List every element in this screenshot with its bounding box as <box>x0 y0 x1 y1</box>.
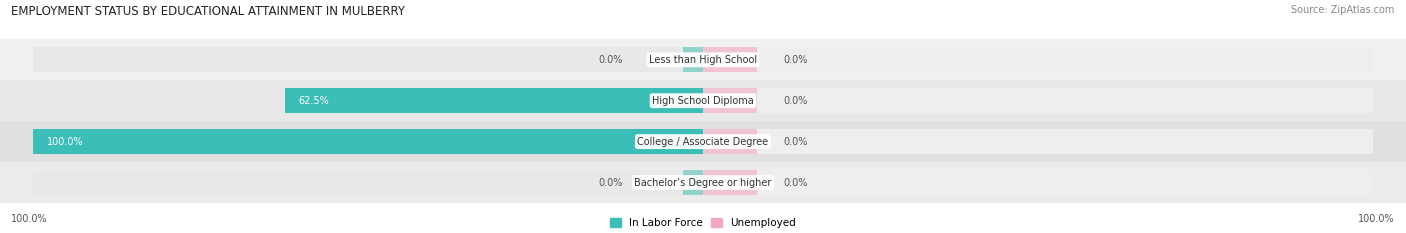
Bar <box>683 170 703 195</box>
Bar <box>34 47 703 72</box>
Text: Bachelor’s Degree or higher: Bachelor’s Degree or higher <box>634 178 772 188</box>
Bar <box>703 47 756 72</box>
Bar <box>34 170 703 195</box>
Bar <box>34 88 703 113</box>
Bar <box>703 88 1372 113</box>
Bar <box>34 129 703 154</box>
Bar <box>284 88 703 113</box>
Text: 0.0%: 0.0% <box>783 137 807 147</box>
Bar <box>703 170 1372 195</box>
Text: High School Diploma: High School Diploma <box>652 96 754 106</box>
Bar <box>0 39 1406 80</box>
Bar <box>0 80 1406 121</box>
Bar <box>0 162 1406 203</box>
Bar <box>703 88 756 113</box>
Text: 100.0%: 100.0% <box>46 137 83 147</box>
Bar <box>703 129 1372 154</box>
Bar <box>683 47 703 72</box>
Bar <box>703 170 756 195</box>
Text: 0.0%: 0.0% <box>599 178 623 188</box>
Bar <box>34 129 703 154</box>
Bar <box>703 129 756 154</box>
Text: EMPLOYMENT STATUS BY EDUCATIONAL ATTAINMENT IN MULBERRY: EMPLOYMENT STATUS BY EDUCATIONAL ATTAINM… <box>11 5 405 18</box>
Bar <box>0 121 1406 162</box>
Text: 100.0%: 100.0% <box>11 214 48 224</box>
Text: Source: ZipAtlas.com: Source: ZipAtlas.com <box>1291 5 1395 15</box>
Text: 0.0%: 0.0% <box>783 178 807 188</box>
Text: 0.0%: 0.0% <box>783 96 807 106</box>
Text: Less than High School: Less than High School <box>650 55 756 65</box>
Legend: In Labor Force, Unemployed: In Labor Force, Unemployed <box>610 218 796 228</box>
Text: 62.5%: 62.5% <box>298 96 329 106</box>
Text: 0.0%: 0.0% <box>599 55 623 65</box>
Text: 100.0%: 100.0% <box>1358 214 1395 224</box>
Text: College / Associate Degree: College / Associate Degree <box>637 137 769 147</box>
Bar <box>703 47 1372 72</box>
Text: 0.0%: 0.0% <box>783 55 807 65</box>
